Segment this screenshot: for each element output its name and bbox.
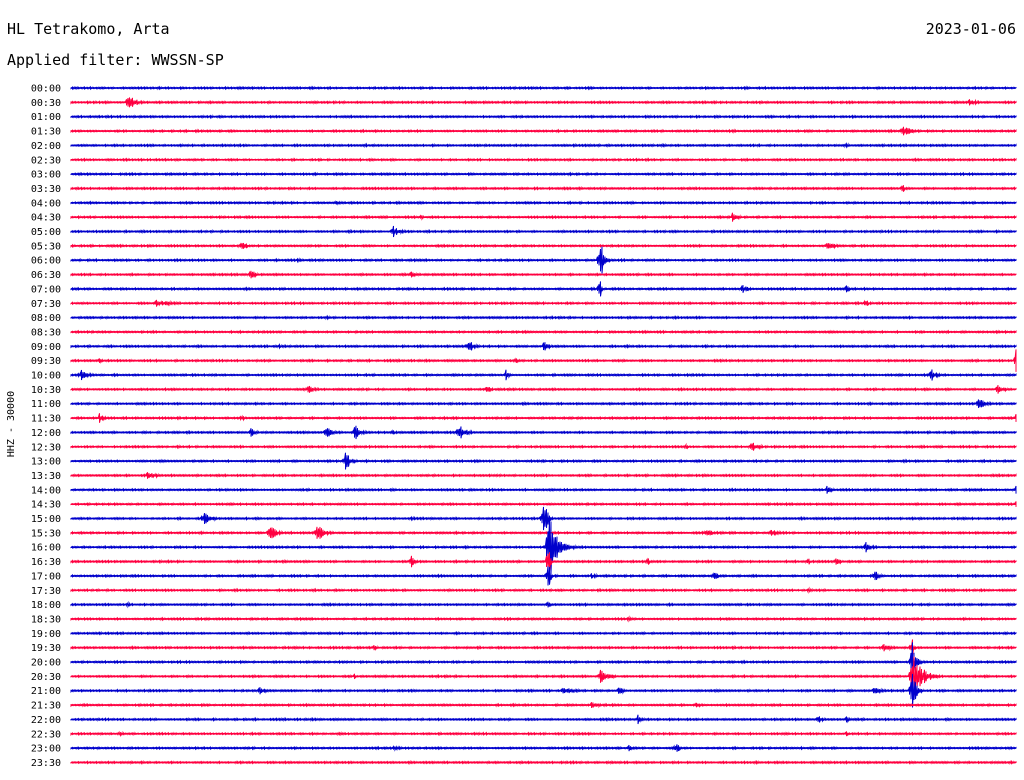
time-tick-label: 07:00 xyxy=(31,284,61,295)
time-tick-label: 01:00 xyxy=(31,112,61,123)
time-tick-label: 13:30 xyxy=(31,471,61,482)
record-date: 2023-01-06 xyxy=(925,20,1016,38)
time-tick-label: 21:00 xyxy=(31,686,61,697)
time-tick-label: 17:00 xyxy=(31,571,61,582)
time-tick-label: 11:00 xyxy=(31,399,61,410)
time-tick-label: 23:30 xyxy=(31,758,61,769)
time-tick-label: 23:00 xyxy=(31,744,61,755)
time-tick-label: 21:30 xyxy=(31,701,61,712)
time-tick-label: 08:00 xyxy=(31,313,61,324)
time-tick-label: 13:00 xyxy=(31,457,61,468)
time-tick-label: 12:00 xyxy=(31,428,61,439)
time-tick-label: 09:30 xyxy=(31,356,61,367)
time-tick-label: 04:00 xyxy=(31,198,61,209)
time-tick-label: 15:30 xyxy=(31,528,61,539)
time-tick-label: 11:30 xyxy=(31,414,61,425)
time-tick-label: 02:30 xyxy=(31,155,61,166)
time-tick-label: 14:30 xyxy=(31,500,61,511)
time-tick-label: 05:00 xyxy=(31,227,61,238)
time-tick-label: 20:30 xyxy=(31,672,61,683)
time-tick-label: 09:00 xyxy=(31,342,61,353)
time-tick-label: 08:30 xyxy=(31,327,61,338)
time-tick-label: 00:00 xyxy=(31,84,61,95)
filter-label: Applied filter: WWSSN-SP xyxy=(7,51,224,69)
y-axis-label: HHZ - 30000 xyxy=(6,391,17,457)
time-tick-label: 18:30 xyxy=(31,614,61,625)
time-tick-label: 14:00 xyxy=(31,485,61,496)
time-tick-label: 10:30 xyxy=(31,385,61,396)
time-tick-label: 00:30 xyxy=(31,98,61,109)
time-tick-label: 18:00 xyxy=(31,600,61,611)
time-tick-label: 17:30 xyxy=(31,586,61,597)
time-tick-label: 03:00 xyxy=(31,170,61,181)
time-tick-label: 22:30 xyxy=(31,729,61,740)
time-tick-label: 19:00 xyxy=(31,629,61,640)
time-tick-label: 01:30 xyxy=(31,127,61,138)
time-tick-label: 20:00 xyxy=(31,658,61,669)
time-tick-label: 22:00 xyxy=(31,715,61,726)
time-tick-label: 02:00 xyxy=(31,141,61,152)
time-tick-label: 06:00 xyxy=(31,256,61,267)
station-title: HL Tetrakomo, Arta xyxy=(7,20,170,38)
time-tick-label: 19:30 xyxy=(31,643,61,654)
time-tick-label: 15:00 xyxy=(31,514,61,525)
time-tick-label: 12:30 xyxy=(31,442,61,453)
time-tick-label: 03:30 xyxy=(31,184,61,195)
time-tick-label: 16:00 xyxy=(31,543,61,554)
time-tick-label: 05:30 xyxy=(31,241,61,252)
time-tick-label: 04:30 xyxy=(31,213,61,224)
time-tick-label: 16:30 xyxy=(31,557,61,568)
time-tick-label: 07:30 xyxy=(31,299,61,310)
time-tick-label: 10:00 xyxy=(31,371,61,382)
time-tick-label: 06:30 xyxy=(31,270,61,281)
